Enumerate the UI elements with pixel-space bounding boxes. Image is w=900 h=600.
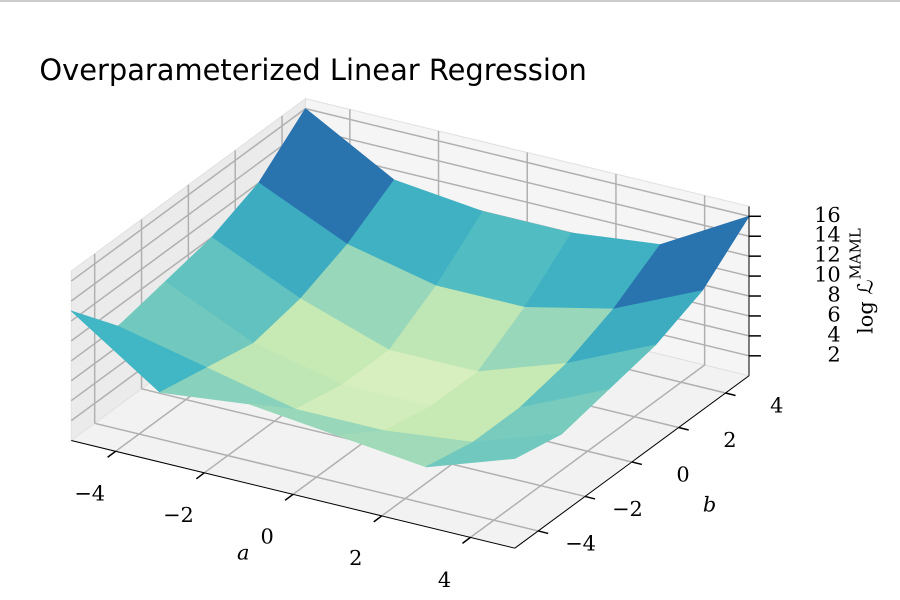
y-tick-label: 4	[770, 393, 783, 417]
grid-line	[305, 147, 750, 257]
x-tick-label: 4	[438, 568, 451, 592]
y-tick	[584, 495, 596, 500]
z-axis-label-main: log ℒ	[853, 280, 877, 334]
z-tick-label: 8	[827, 283, 840, 307]
y-tick-label: 0	[676, 462, 689, 486]
y-tick	[725, 392, 736, 397]
z-tick-label: 2	[827, 342, 840, 366]
z-axis-label-sup: MAML	[847, 228, 865, 279]
y-tick	[631, 461, 643, 466]
z-tick-label: 6	[827, 302, 840, 326]
x-axis-label: a	[237, 541, 249, 565]
x-tick	[284, 493, 294, 501]
grid-line	[305, 107, 750, 218]
x-tick	[107, 450, 117, 458]
y-tick	[678, 426, 689, 431]
y-tick-label: 2	[723, 428, 736, 452]
grid-line	[305, 127, 750, 237]
z-axis-label: log ℒMAML	[847, 228, 877, 334]
y-axis-label: b	[703, 492, 716, 516]
z-tick-label: 10	[814, 263, 841, 287]
x-tick	[373, 515, 383, 523]
x-tick	[195, 472, 205, 480]
y-tick-label: −2	[612, 497, 643, 521]
y-tick-label: −4	[565, 531, 596, 555]
z-tick-label: 16	[814, 203, 841, 227]
z-tick-label: 4	[827, 322, 840, 346]
chart-title: Overparameterized Linear Regression	[39, 53, 587, 87]
grid-line	[94, 422, 539, 532]
z-tick-label: 12	[814, 243, 841, 267]
grid-line	[70, 127, 306, 302]
x-tick-label: 0	[260, 525, 273, 549]
x-tick-label: 2	[349, 546, 362, 570]
z-tick-label: 14	[814, 223, 841, 247]
x-tick-label: −2	[163, 503, 194, 527]
surface-patch	[425, 433, 563, 468]
x-tick-label: −4	[74, 482, 105, 506]
x-tick	[462, 536, 471, 544]
grid-line	[70, 108, 306, 282]
y-tick	[538, 530, 549, 535]
